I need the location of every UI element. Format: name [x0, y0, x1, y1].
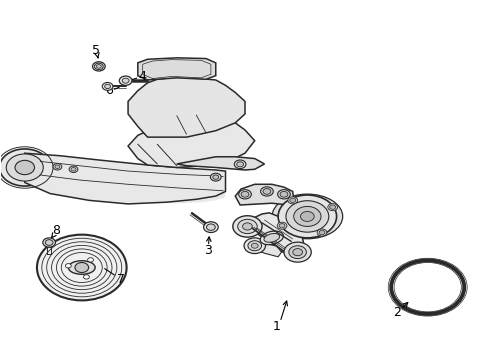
Circle shape	[328, 203, 338, 211]
Circle shape	[43, 238, 55, 247]
Circle shape	[286, 201, 329, 232]
Circle shape	[95, 63, 103, 69]
Circle shape	[300, 211, 314, 221]
Polygon shape	[138, 58, 216, 80]
Circle shape	[241, 192, 249, 197]
Circle shape	[210, 173, 221, 181]
Text: 2: 2	[393, 306, 401, 319]
Circle shape	[233, 216, 262, 237]
Text: 7: 7	[117, 273, 125, 286]
Text: 4: 4	[139, 70, 147, 83]
Text: 3: 3	[204, 244, 212, 257]
Circle shape	[75, 262, 89, 273]
Polygon shape	[128, 119, 255, 167]
Circle shape	[71, 167, 76, 171]
Circle shape	[66, 264, 71, 268]
Circle shape	[88, 258, 94, 262]
Ellipse shape	[260, 231, 283, 245]
Polygon shape	[250, 243, 282, 257]
Circle shape	[93, 62, 105, 71]
Circle shape	[6, 154, 43, 181]
Circle shape	[37, 235, 126, 300]
Circle shape	[277, 222, 287, 229]
Circle shape	[284, 242, 311, 262]
Polygon shape	[177, 157, 265, 170]
Circle shape	[251, 243, 258, 248]
Polygon shape	[25, 153, 225, 204]
Ellipse shape	[69, 261, 95, 274]
Circle shape	[45, 240, 53, 246]
Polygon shape	[25, 183, 225, 203]
Circle shape	[279, 224, 285, 228]
Circle shape	[213, 175, 219, 179]
Polygon shape	[128, 77, 245, 137]
Circle shape	[293, 249, 302, 256]
Text: 1: 1	[273, 320, 281, 333]
Circle shape	[122, 78, 129, 83]
Circle shape	[261, 187, 273, 196]
Circle shape	[248, 241, 262, 251]
Circle shape	[278, 195, 337, 238]
Ellipse shape	[264, 234, 280, 242]
Circle shape	[234, 160, 246, 168]
Circle shape	[289, 246, 306, 258]
Circle shape	[244, 238, 266, 253]
Circle shape	[53, 163, 62, 170]
Circle shape	[263, 189, 271, 194]
Text: 5: 5	[93, 44, 100, 57]
Circle shape	[237, 162, 244, 167]
Circle shape	[69, 166, 78, 172]
Circle shape	[278, 190, 290, 199]
Circle shape	[119, 76, 132, 85]
Ellipse shape	[272, 194, 343, 239]
Polygon shape	[235, 184, 294, 205]
Circle shape	[105, 84, 111, 89]
Circle shape	[294, 206, 321, 226]
Text: 8: 8	[52, 224, 60, 237]
Circle shape	[319, 230, 325, 235]
Circle shape	[206, 224, 215, 230]
Circle shape	[0, 149, 50, 186]
Circle shape	[330, 205, 336, 209]
Circle shape	[239, 190, 251, 199]
Circle shape	[317, 229, 327, 236]
Circle shape	[288, 197, 297, 204]
Text: 6: 6	[106, 84, 114, 97]
Circle shape	[83, 275, 89, 279]
Circle shape	[55, 165, 60, 168]
Circle shape	[280, 192, 288, 197]
Circle shape	[203, 222, 218, 233]
Polygon shape	[247, 213, 303, 257]
Circle shape	[97, 64, 101, 68]
Circle shape	[15, 160, 34, 175]
Circle shape	[238, 219, 257, 234]
Circle shape	[290, 198, 295, 202]
Circle shape	[102, 82, 113, 90]
Circle shape	[243, 223, 252, 230]
